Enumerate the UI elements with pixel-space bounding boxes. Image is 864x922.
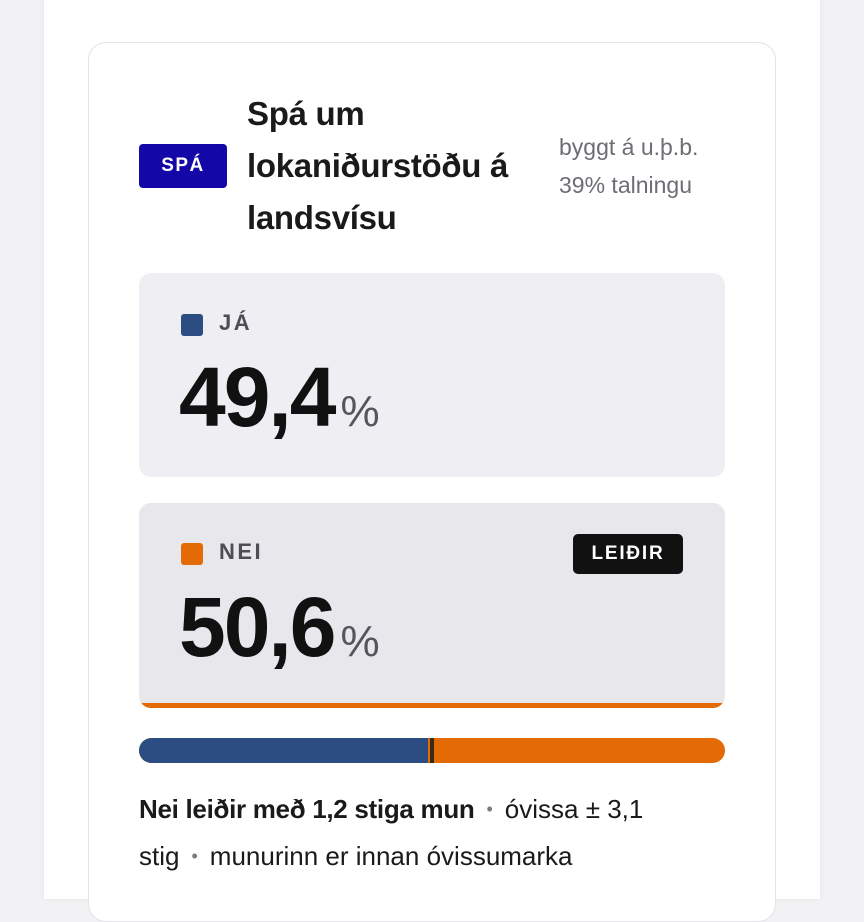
summary-lead: Nei leiðir með 1,2 stiga mun xyxy=(139,794,475,824)
ja-percent-sign: % xyxy=(340,387,380,436)
summary-note: munurinn er innan óvissumarka xyxy=(209,841,573,871)
nei-percent-sign: % xyxy=(340,617,380,666)
nei-label: NEI xyxy=(219,539,264,564)
result-bar-midpoint xyxy=(430,738,434,763)
ja-color-swatch xyxy=(181,314,203,336)
result-box-ja: JÁ 49,4% xyxy=(139,273,725,477)
forecast-subtitle: byggt á u.þ.b. 39% talningu xyxy=(559,134,699,198)
forecast-header: SPÁ Spá um lokaniðurstöðu á landsvísu by… xyxy=(139,86,725,236)
nei-color-swatch xyxy=(181,543,203,565)
result-box-nei: NEI LEIÐIR 50,6% xyxy=(139,503,725,708)
summary-separator: • xyxy=(486,799,493,819)
leader-badge: LEIÐIR xyxy=(573,534,683,574)
ja-value: 49,4 xyxy=(179,350,336,444)
ja-percentage: 49,4% xyxy=(179,355,380,439)
result-summary: Nei leiðir með 1,2 stiga mun • óvissa ± 3,… xyxy=(139,786,725,880)
result-bar-ja xyxy=(139,738,429,763)
forecast-badge: SPÁ xyxy=(139,144,227,188)
forecast-card xyxy=(88,42,776,922)
ja-label: JÁ xyxy=(219,310,253,335)
summary-separator: • xyxy=(191,846,198,866)
forecast-title: Spá um lokaniðurstöðu á landsvísu xyxy=(247,95,509,236)
nei-percentage: 50,6% xyxy=(179,585,380,669)
summary-uncertainty: óvissa ± 3,1 stig xyxy=(139,794,644,871)
nei-value: 50,6 xyxy=(179,580,336,674)
result-bar xyxy=(139,738,725,763)
